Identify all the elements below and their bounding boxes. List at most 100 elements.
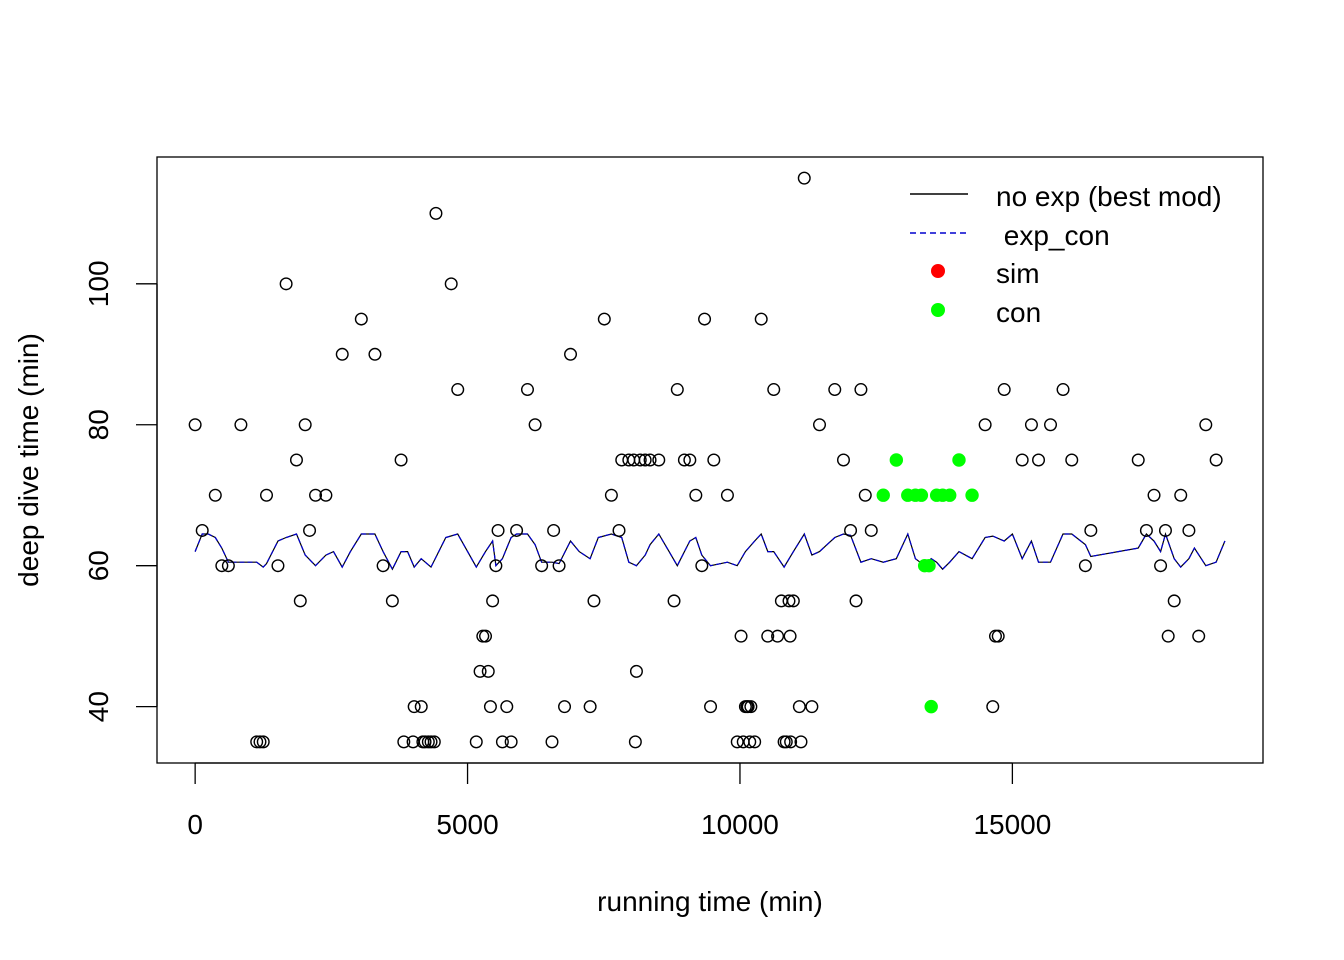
data-point bbox=[1174, 488, 1188, 502]
data-point bbox=[1024, 418, 1038, 432]
data-point bbox=[792, 700, 806, 714]
data-point bbox=[782, 594, 796, 608]
data-point bbox=[864, 523, 878, 537]
x-tick-label: 15000 bbox=[973, 809, 1051, 840]
data-point bbox=[1032, 453, 1046, 467]
data-point bbox=[504, 735, 518, 749]
data-point bbox=[256, 735, 270, 749]
data-point bbox=[997, 383, 1011, 397]
data-point bbox=[564, 347, 578, 361]
data-point bbox=[1158, 523, 1172, 537]
legend-label: no exp (best mod) bbox=[996, 181, 1222, 212]
data-point bbox=[771, 629, 785, 643]
data-point bbox=[1192, 629, 1206, 643]
data-point bbox=[628, 735, 642, 749]
con-point bbox=[924, 699, 938, 714]
y-tick-label: 60 bbox=[83, 550, 114, 581]
data-point bbox=[260, 488, 274, 502]
x-tick-label: 5000 bbox=[436, 809, 498, 840]
exp-con-line bbox=[194, 532, 1226, 571]
con-point bbox=[922, 558, 936, 573]
data-point bbox=[828, 383, 842, 397]
data-point bbox=[483, 700, 497, 714]
data-point bbox=[520, 383, 534, 397]
data-point bbox=[479, 629, 493, 643]
data-point bbox=[1139, 523, 1153, 537]
x-tick-label: 10000 bbox=[701, 809, 779, 840]
data-point bbox=[385, 594, 399, 608]
data-point bbox=[253, 735, 267, 749]
data-point bbox=[1078, 559, 1092, 573]
data-point bbox=[429, 206, 443, 220]
data-point bbox=[309, 488, 323, 502]
data-point bbox=[1056, 383, 1070, 397]
con-point bbox=[952, 453, 966, 467]
data-point bbox=[495, 735, 509, 749]
data-point bbox=[1044, 418, 1058, 432]
data-point bbox=[1147, 488, 1161, 502]
data-point bbox=[195, 523, 209, 537]
data-point bbox=[854, 383, 868, 397]
data-point bbox=[535, 559, 549, 573]
x-tick-label: 0 bbox=[187, 809, 203, 840]
data-point bbox=[1015, 453, 1029, 467]
data-point bbox=[604, 488, 618, 502]
data-point bbox=[303, 523, 317, 537]
data-point bbox=[1065, 453, 1079, 467]
data-point bbox=[335, 347, 349, 361]
con-point bbox=[889, 453, 904, 467]
data-point bbox=[638, 453, 652, 467]
x-axis-label: running time (min) bbox=[597, 886, 823, 917]
data-point bbox=[615, 453, 629, 467]
data-point bbox=[368, 347, 382, 361]
data-point bbox=[1167, 594, 1181, 608]
data-point bbox=[1209, 453, 1223, 467]
data-point bbox=[1161, 629, 1175, 643]
data-point bbox=[407, 700, 421, 714]
y-tick-label: 100 bbox=[83, 260, 114, 307]
data-point bbox=[670, 383, 684, 397]
data-point bbox=[545, 735, 559, 749]
data-point bbox=[188, 418, 202, 432]
data-point bbox=[720, 488, 734, 502]
data-point bbox=[794, 735, 808, 749]
data-point bbox=[698, 312, 712, 326]
data-point bbox=[279, 277, 293, 291]
data-point bbox=[754, 312, 768, 326]
data-point bbox=[695, 559, 709, 573]
data-point bbox=[510, 523, 524, 537]
y-axis-label: deep dive time (min) bbox=[13, 333, 44, 587]
y-axis: 40 60 80 100 bbox=[83, 260, 158, 722]
data-point bbox=[797, 171, 811, 185]
data-point bbox=[587, 594, 601, 608]
data-point bbox=[633, 453, 647, 467]
con-point bbox=[876, 488, 890, 502]
data-point bbox=[289, 453, 303, 467]
data-point bbox=[858, 488, 872, 502]
data-point bbox=[208, 488, 222, 502]
data-point bbox=[730, 735, 744, 749]
data-point bbox=[836, 453, 850, 467]
data-point bbox=[707, 453, 721, 467]
data-point bbox=[767, 383, 781, 397]
data-point bbox=[748, 735, 762, 749]
data-point bbox=[528, 418, 542, 432]
data-point bbox=[552, 559, 566, 573]
data-point bbox=[394, 453, 408, 467]
data-point bbox=[813, 418, 827, 432]
data-point bbox=[414, 700, 428, 714]
data-point bbox=[1084, 523, 1098, 537]
data-point bbox=[683, 453, 697, 467]
legend-label: con bbox=[996, 297, 1041, 328]
data-point bbox=[418, 735, 432, 749]
data-point bbox=[491, 523, 505, 537]
data-point bbox=[643, 453, 657, 467]
data-point bbox=[744, 700, 758, 714]
con-point bbox=[914, 488, 929, 502]
data-point bbox=[250, 735, 264, 749]
y-tick-label: 80 bbox=[83, 409, 114, 440]
data-point bbox=[473, 664, 487, 678]
data-point bbox=[444, 277, 458, 291]
data-point bbox=[991, 629, 1005, 643]
